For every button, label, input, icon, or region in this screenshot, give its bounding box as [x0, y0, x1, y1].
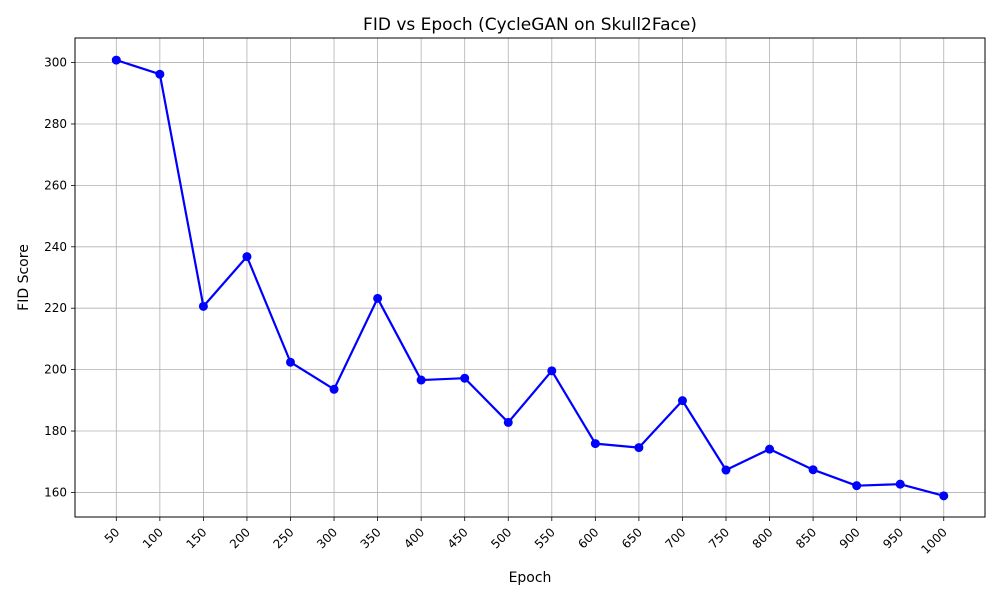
chart-title: FID vs Epoch (CycleGAN on Skull2Face): [363, 15, 697, 35]
data-point: [155, 69, 165, 79]
data-point: [373, 293, 383, 303]
data-point: [895, 479, 905, 489]
y-axis-label: FID Score: [16, 244, 32, 311]
y-tick-label: 200: [44, 363, 67, 377]
data-point: [677, 396, 687, 406]
data-point: [329, 384, 339, 394]
series-group: [111, 55, 949, 501]
data-point: [808, 465, 818, 475]
y-tick-label: 280: [44, 117, 67, 131]
grid-lines: [75, 38, 985, 517]
data-point: [547, 366, 557, 376]
data-point: [634, 443, 644, 453]
plot-frame: [74, 37, 986, 518]
data-point: [198, 301, 208, 311]
y-tick-label: 300: [44, 56, 67, 70]
y-axis: 160 180 200 220 240 260 280 300: [44, 56, 75, 499]
y-tick-label: 180: [44, 424, 67, 438]
data-point: [111, 55, 121, 65]
data-point: [852, 481, 862, 491]
data-point: [590, 439, 600, 449]
y-tick-label: 220: [44, 301, 67, 315]
data-point: [242, 252, 252, 262]
data-point: [416, 375, 426, 385]
data-point: [939, 491, 949, 501]
data-point: [286, 357, 295, 367]
y-tick-label: 160: [44, 485, 67, 499]
y-tick-label: 260: [44, 178, 67, 192]
data-point: [765, 444, 775, 454]
y-tick-label: 240: [44, 240, 67, 254]
data-point: [460, 373, 470, 383]
data-point: [503, 417, 513, 427]
data-point: [721, 465, 731, 475]
x-axis-label: Epoch: [509, 570, 552, 586]
series-line: [115, 59, 945, 497]
